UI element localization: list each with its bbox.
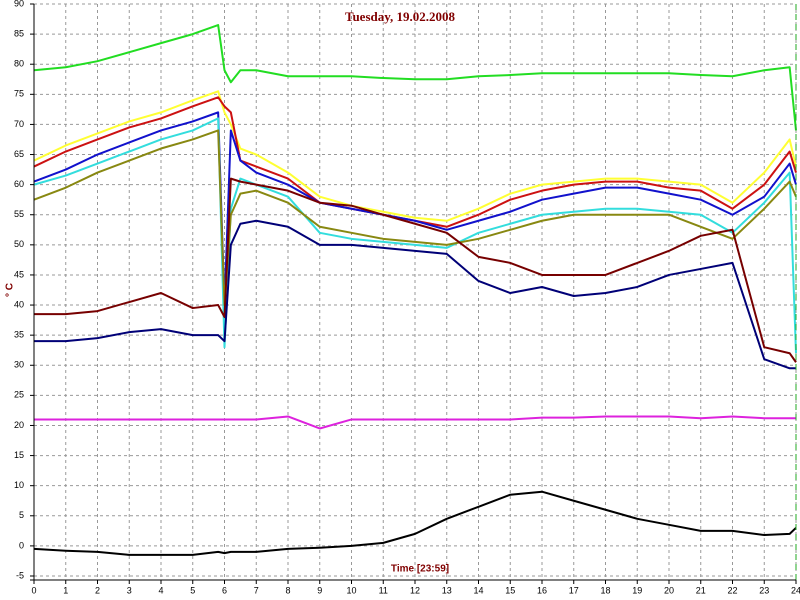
x-tick-label: 6 <box>222 585 227 595</box>
x-tick-label: 24 <box>791 585 800 595</box>
chart-title: Tuesday, 19.02.2008 <box>345 9 456 24</box>
x-tick-label: 23 <box>759 585 769 595</box>
x-tick-label: 22 <box>727 585 737 595</box>
series-line <box>33 117 797 354</box>
x-tick-label: 15 <box>505 585 515 595</box>
x-tick-label: 20 <box>664 585 674 595</box>
x-tick-label: 9 <box>317 585 322 595</box>
y-tick-label: 35 <box>14 330 24 340</box>
y-tick-label: 20 <box>14 420 24 430</box>
y-tick-label: 60 <box>14 179 24 189</box>
x-tick-label: 12 <box>410 585 420 595</box>
y-tick-label: 90 <box>14 0 24 8</box>
series-line <box>34 219 796 370</box>
y-tick-label: 5 <box>19 510 24 520</box>
y-tick-label: 75 <box>14 89 24 99</box>
series-line <box>33 24 797 131</box>
series-line <box>33 490 797 556</box>
x-tick-label: 5 <box>190 585 195 595</box>
x-tick-label: 7 <box>254 585 259 595</box>
x-tick-label: 17 <box>569 585 579 595</box>
x-tick-label: 2 <box>95 585 100 595</box>
y-tick-label: 30 <box>14 360 24 370</box>
y-tick-label: 55 <box>14 209 24 219</box>
x-tick-label: 10 <box>346 585 356 595</box>
x-tick-label: 19 <box>632 585 642 595</box>
lines <box>33 24 797 556</box>
x-tick-label: 4 <box>158 585 163 595</box>
y-tick-label: 80 <box>14 59 24 69</box>
y-tick-label: 45 <box>14 269 24 279</box>
y-tick-label: 0 <box>19 540 24 550</box>
x-tick-label: 14 <box>473 585 483 595</box>
y-tick-label: 40 <box>14 299 24 309</box>
series-line <box>33 129 797 307</box>
series-line <box>34 415 796 430</box>
x-tick-label: 3 <box>127 585 132 595</box>
y-tick-label: 25 <box>14 390 24 400</box>
x-tick-label: 16 <box>537 585 547 595</box>
y-tick-label: 50 <box>14 239 24 249</box>
x-tick-label: 13 <box>442 585 452 595</box>
y-tick-label: 70 <box>14 119 24 129</box>
y-tick-label: -5 <box>16 570 24 580</box>
x-tick-label: 8 <box>285 585 290 595</box>
series-line <box>34 177 797 363</box>
x-tick-label: 1 <box>63 585 68 595</box>
x-tick-label: 18 <box>600 585 610 595</box>
x-tick-label: 0 <box>31 585 36 595</box>
y-tick-label: 85 <box>14 28 24 38</box>
y-axis-label: ° C <box>5 283 16 297</box>
x-tick-label: 11 <box>379 585 388 595</box>
x-tick-label: 21 <box>696 585 706 595</box>
y-tick-label: 10 <box>14 480 24 490</box>
series-line <box>33 90 797 222</box>
x-axis-label: Time [23:59] <box>391 564 449 575</box>
y-tick-label: 65 <box>14 149 24 159</box>
y-tick-label: 15 <box>14 450 24 460</box>
